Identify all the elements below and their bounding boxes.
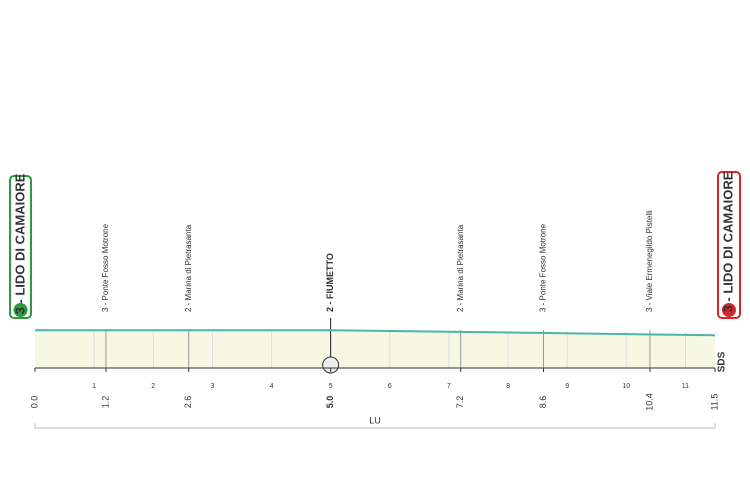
x-tick-label: 7.2 (455, 396, 465, 409)
km-tick-label: 7 (447, 383, 451, 390)
waypoint-marker (322, 356, 340, 374)
waypoint-label: 2 - Marina di Pietrasanta (184, 224, 193, 312)
km-tick-label: 8 (506, 383, 510, 390)
waypoint-label: 3 - Ponte Fosso Motrone (101, 223, 110, 312)
x-tick-label: 10.4 (644, 393, 654, 411)
province-label: LU (369, 415, 381, 425)
waypoint-label: 3 - Ponte Fosso Motrone (539, 223, 548, 312)
km-tick-label: 4 (270, 383, 274, 390)
start-icon (13, 303, 28, 317)
km-tick-label: 9 (565, 383, 569, 390)
province-bracket (34, 423, 716, 429)
profile-line (35, 329, 716, 337)
x-tick-label: 1.2 (100, 396, 110, 409)
waypoint-label: 2 - FIUMETTO (325, 253, 335, 312)
x-tick-label: 8.6 (538, 396, 548, 409)
start-label: 3 - LIDO DI CAMAIORE (12, 173, 27, 314)
km-tick-label: 2 (151, 383, 155, 390)
x-tick-label: 5.0 (325, 396, 335, 409)
km-tick-label: 10 (622, 383, 630, 390)
x-tick-label: 0.0 (29, 396, 39, 409)
profile-area (35, 330, 715, 368)
finish-box (717, 171, 741, 319)
waypoint-label: 3 - Viale Ermenegildo Pistelli (645, 210, 654, 312)
start-box (9, 175, 32, 319)
waypoint-label: 2 - Marina di Pietrasanta (456, 224, 465, 312)
km-tick-label: 3 (210, 383, 214, 390)
km-tick-label: 1 (92, 383, 96, 390)
km-tick-label: 11 (682, 383, 689, 390)
km-tick-label: 6 (388, 383, 392, 390)
x-tick-label: 11.5 (709, 394, 719, 411)
finish-icon (722, 303, 736, 317)
brand: SDS (717, 351, 728, 372)
x-tick-label: 2.6 (183, 396, 193, 409)
finish-label: 3 - LIDO DI CAMAIORE (720, 171, 735, 312)
km-tick-label: 5 (329, 383, 333, 390)
